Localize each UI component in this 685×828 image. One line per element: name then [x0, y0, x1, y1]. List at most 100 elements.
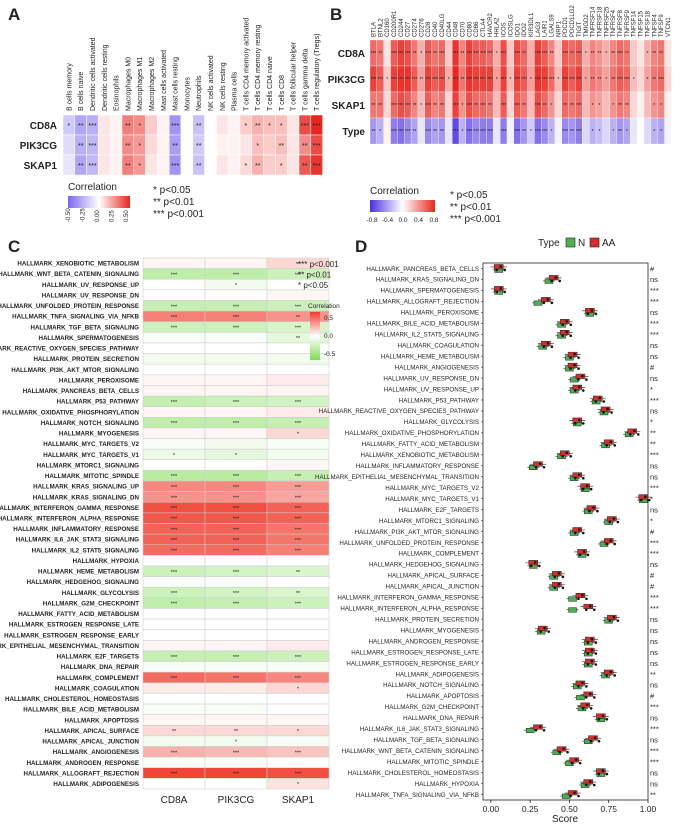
- col-label: Plasma cells: [232, 71, 239, 111]
- col-label: TNFRSF4: [611, 9, 617, 37]
- sig-mark: ***: [88, 163, 96, 170]
- col-label: T cells CD8: [279, 75, 286, 111]
- aa-point: [616, 520, 620, 524]
- col-label: CD40: [433, 21, 439, 37]
- aa-point: [573, 389, 577, 392]
- aa-point: [577, 367, 580, 370]
- heat-cell: [142, 332, 206, 344]
- sig-label: ns: [650, 341, 658, 350]
- sig-mark: ***: [295, 474, 302, 480]
- sig-mark: **: [279, 143, 285, 150]
- sig-label: ns: [650, 352, 658, 361]
- heat-cell: [216, 114, 229, 136]
- heat-cell: [204, 257, 268, 269]
- sig-mark: **: [550, 51, 554, 57]
- aa-point: [585, 597, 588, 601]
- row-label: HALLMARK_PANCREAS_BETA_CELLS: [366, 266, 479, 273]
- heat-cell: [417, 117, 425, 145]
- aa-point: [590, 637, 594, 641]
- sig-mark: *: [297, 782, 300, 788]
- heat-cell: [493, 91, 501, 119]
- row-label: HALLMARK_ANDROGEN_RESPONSE: [27, 760, 139, 767]
- col-label: LGALS9: [550, 14, 556, 37]
- sig-mark: **: [255, 163, 261, 170]
- col-label: Dendritic cells resting: [102, 44, 109, 111]
- aa-point: [565, 330, 569, 334]
- row-label: HALLMARK_HEME_METABOLISM: [38, 569, 139, 576]
- row-label: HALLMARK_GLYCOLYSIS: [404, 419, 479, 426]
- sig-mark: *: [646, 51, 648, 57]
- aa-point: [561, 334, 565, 338]
- aa-box: [493, 264, 504, 270]
- aa-point: [581, 389, 585, 392]
- sig-mark: *: [297, 729, 300, 735]
- sig-mark: ***: [405, 77, 411, 83]
- aa-box: [552, 582, 562, 588]
- aa-point: [586, 663, 590, 666]
- col-label: Monocytes: [184, 77, 191, 111]
- aa-point: [616, 619, 620, 622]
- heat-cell: [180, 114, 194, 136]
- col-label: PDCD1LG2: [570, 5, 576, 37]
- aa-point: [585, 685, 588, 688]
- sig-mark: *: [138, 143, 141, 150]
- aa-box: [533, 461, 543, 467]
- sig-mark: ***: [171, 772, 178, 778]
- col-label: BTNL2: [378, 18, 384, 37]
- sig-label: ns: [650, 374, 658, 383]
- sig-mark: ***: [295, 506, 302, 512]
- aa-point: [613, 674, 617, 677]
- sig-mark: ***: [562, 51, 568, 57]
- aa-point: [581, 593, 584, 597]
- row-label: HALLMARK_IL2_STAT5_SIGNALING: [32, 547, 140, 554]
- heat-cell: [204, 134, 217, 156]
- aa-point: [554, 276, 558, 279]
- row-label: HALLMARK_ESTROGEN_RESPONSE_EARLY: [346, 660, 479, 667]
- sig-mark: ***: [535, 103, 541, 109]
- heat-cell: [204, 459, 268, 471]
- aa-point: [547, 630, 551, 633]
- sig-mark: ***: [171, 163, 179, 170]
- col-label: CD244: [399, 18, 405, 37]
- sig-mark: ***: [439, 77, 445, 83]
- heat-cell: [142, 714, 206, 726]
- row-label: HALLMARK_ESTROGEN_RESPONSE_LATE: [9, 622, 139, 629]
- sig-label: **: [650, 790, 656, 799]
- sig-mark: ***: [453, 129, 459, 135]
- heat-cell: [62, 154, 76, 176]
- row-label: HALLMARK_G2M_CHECKPOINT: [43, 600, 139, 607]
- sig-mark: ***: [171, 272, 178, 278]
- heat-cell: [142, 661, 206, 673]
- col-label: CD48: [454, 21, 460, 37]
- heat-cell: [142, 342, 206, 354]
- sig-mark: ***: [233, 517, 240, 523]
- heat-cell: [266, 735, 330, 747]
- heat-cell: [142, 438, 206, 450]
- aa-point: [608, 520, 612, 524]
- aa-point: [577, 378, 580, 381]
- sig-label: ***: [650, 483, 659, 492]
- sig-mark: ***: [295, 538, 302, 544]
- sig-mark: *: [605, 77, 607, 83]
- heat-cell: [383, 91, 391, 119]
- sig-mark: **: [652, 51, 656, 57]
- sig-mark: ***: [371, 77, 377, 83]
- panel-d-label: D: [355, 237, 367, 256]
- x-tick-label: 1.00: [640, 804, 657, 814]
- sig-label: *: [650, 385, 653, 394]
- aa-point: [569, 356, 572, 359]
- legend-tick: 0.0: [398, 217, 407, 224]
- sig-mark: ***: [466, 77, 472, 83]
- heat-cell: [142, 778, 206, 790]
- aa-point: [586, 652, 590, 655]
- sig-mark: **: [296, 591, 301, 597]
- row-label: HALLMARK_EPITHELIAL_MESENCHYMAL_TRANSITI…: [315, 474, 479, 481]
- sig-label: #: [650, 582, 655, 591]
- row-label: PIK3CG: [20, 141, 57, 152]
- row-label: HALLMARK_ANDROGEN_RESPONSE: [369, 638, 479, 645]
- aa-point: [608, 619, 612, 622]
- col-label: LAIR1: [543, 20, 549, 37]
- heat-cell: [142, 427, 206, 439]
- legend-tick: -0.25: [81, 208, 87, 222]
- heat-cell: [204, 682, 268, 694]
